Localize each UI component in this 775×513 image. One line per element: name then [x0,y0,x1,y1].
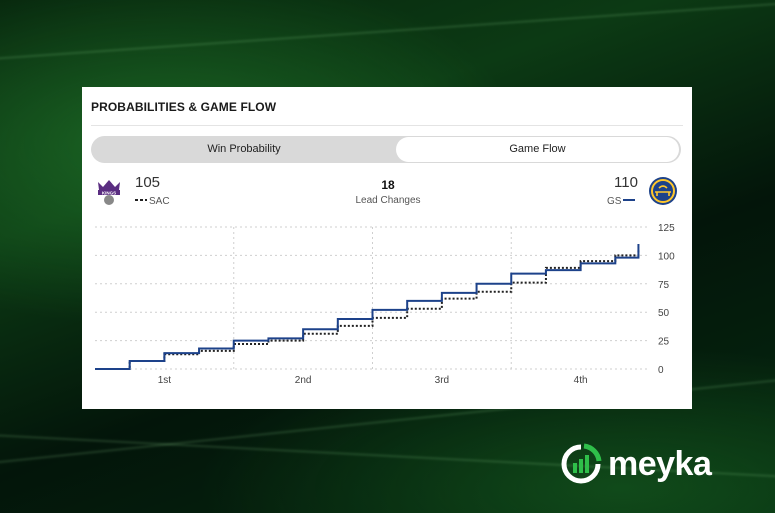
tab-game-flow[interactable]: Game Flow [396,137,679,162]
y-tick-label: 25 [658,337,670,348]
x-tick-label: 2nd [295,375,312,386]
kings-logo-icon: KINGS [98,180,120,205]
meyka-brand: meyka [560,443,712,485]
view-toggle: Win Probability Game Flow [91,136,681,163]
lead-changes-count: 18 [381,178,395,192]
meyka-logo-icon [561,443,602,484]
probabilities-game-flow-card: PROBABILITIES & GAME FLOW Win Probabilit… [82,87,692,409]
x-tick-label: 3rd [435,375,449,386]
y-tick-label: 0 [658,365,664,376]
y-tick-label: 75 [658,280,670,291]
x-tick-label: 4th [574,375,588,386]
series-line-gs [95,244,640,370]
y-tick-label: 50 [658,308,670,319]
warriors-logo-icon [649,177,677,205]
away-abbr: SAC [149,196,170,207]
home-abbr: GS [607,196,622,207]
away-score: 105 [135,174,161,191]
title-divider [91,125,683,126]
away-line-key [135,199,147,201]
widget-title: PROBABILITIES & GAME FLOW [91,100,277,114]
x-tick-label: 1st [158,375,172,386]
series-line-sac [95,249,640,370]
tab-win-probability[interactable]: Win Probability [207,143,281,155]
y-tick-label: 125 [658,223,675,234]
game-flow-chart: 125 100 75 50 25 0 1st 2nd 3rd 4th [95,223,675,386]
lead-changes-label: Lead Changes [355,195,421,206]
brand-name: meyka [608,445,712,483]
y-tick-label: 100 [658,251,675,262]
home-score: 110 [614,174,638,191]
home-line-key [623,199,635,201]
svg-text:KINGS: KINGS [102,190,116,195]
